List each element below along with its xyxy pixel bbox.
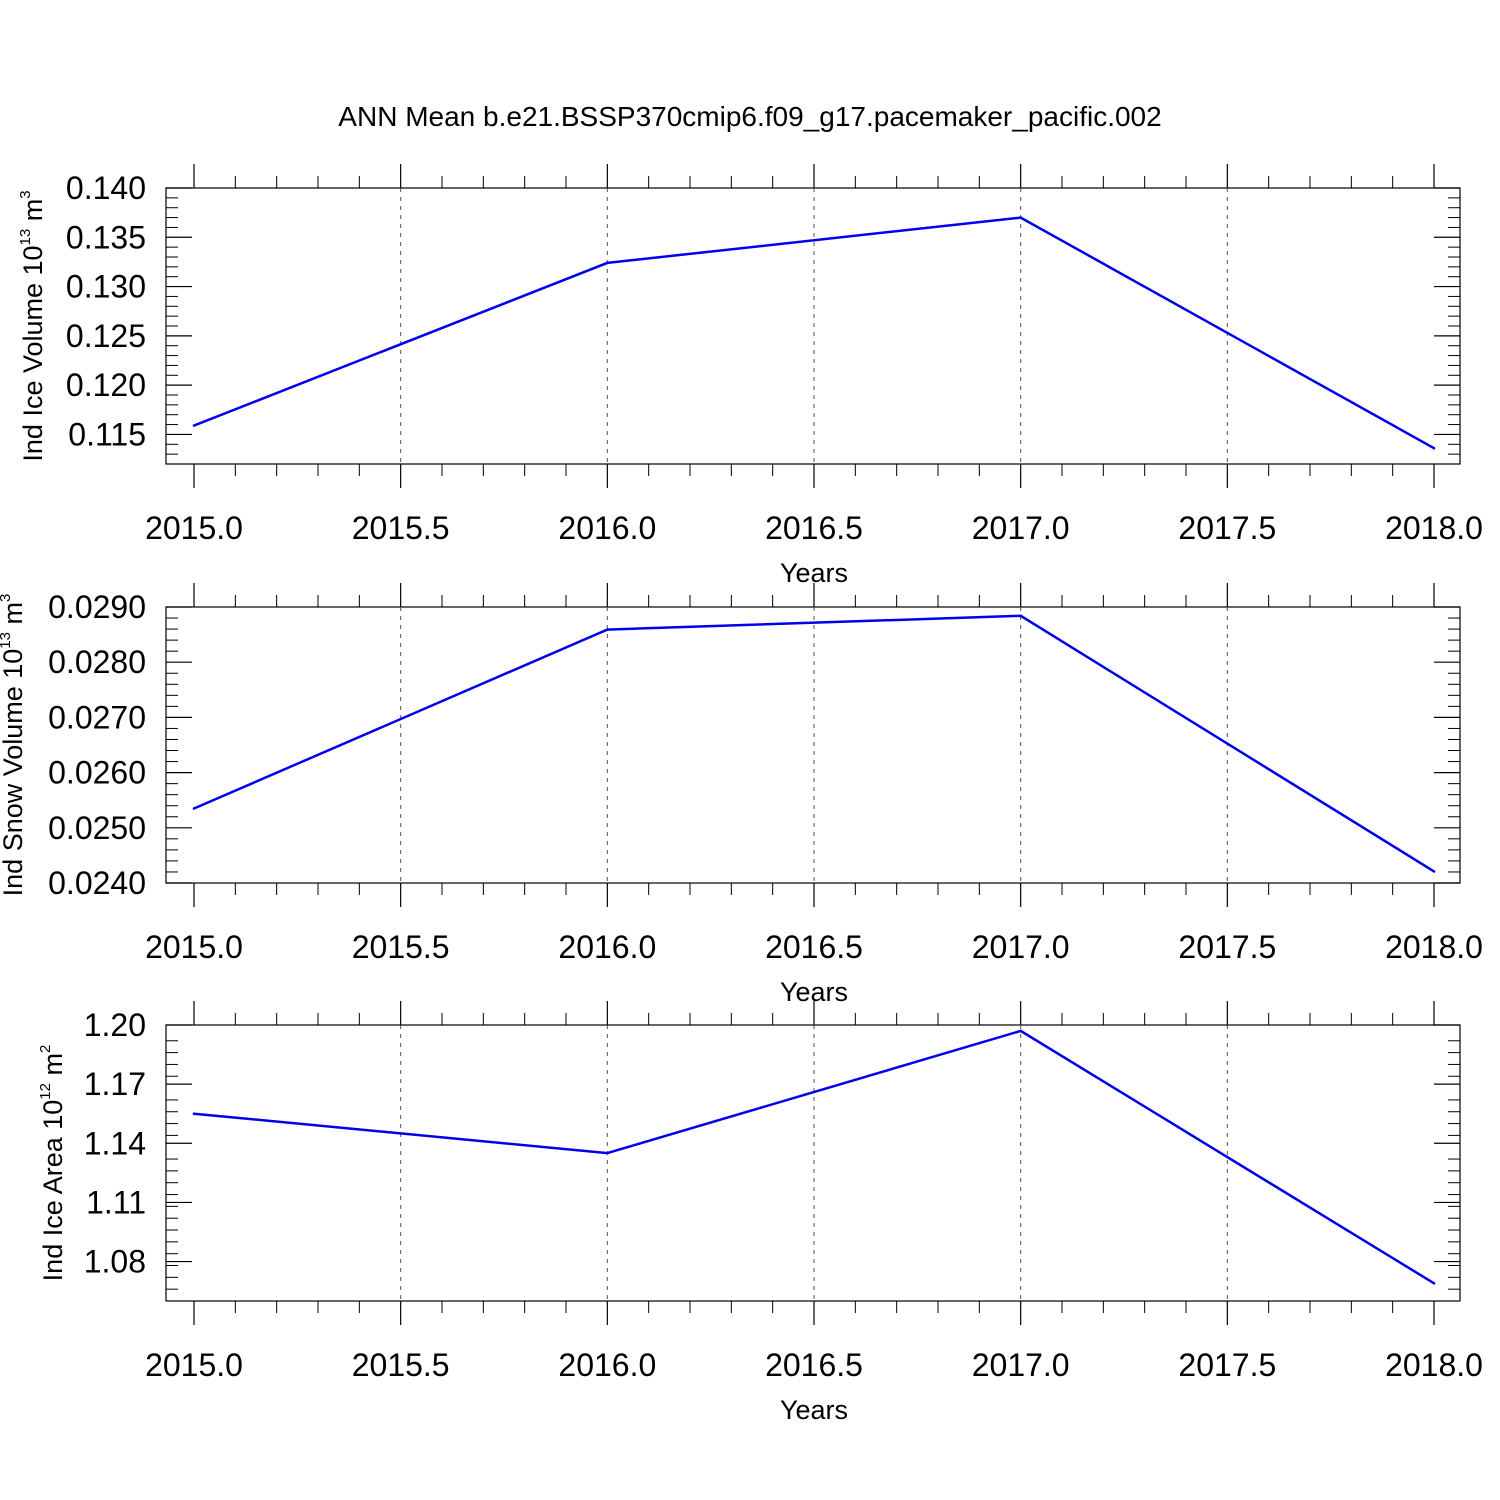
x-tick-label: 2017.0 (972, 1347, 1070, 1383)
y-tick-label: 0.140 (66, 170, 146, 206)
y-tick-label: 0.125 (66, 318, 146, 354)
data-point (192, 424, 196, 427)
y-tick-label: 1.14 (84, 1125, 146, 1161)
y-tick-label: 0.115 (68, 416, 146, 452)
y-tick-label: 0.0290 (48, 589, 146, 625)
y-tick-label: 1.11 (86, 1184, 146, 1220)
y-tick-label: 0.0250 (48, 810, 146, 846)
x-tick-label: 2018.0 (1385, 510, 1483, 546)
y-tick-label: 1.08 (84, 1244, 146, 1280)
plot-frame (165, 1024, 1461, 1302)
x-tick-label: 2017.5 (1178, 929, 1276, 965)
x-tick-label: 2015.5 (352, 1347, 450, 1383)
series-line (193, 614, 1435, 873)
data-point (606, 628, 609, 631)
x-tick-label: 2015.5 (352, 510, 450, 546)
plot-frame (165, 606, 1461, 884)
x-tick-label: 2015.0 (145, 929, 243, 965)
y-axis-label: Ind Ice Area 1012 m2 (37, 1045, 68, 1282)
x-tick-label: 2016.0 (558, 510, 656, 546)
x-tick-label: 2018.0 (1385, 929, 1483, 965)
y-axis-label: Ind Ice Volume 1013 m3 (17, 190, 48, 461)
data-point (1432, 446, 1436, 450)
data-point (1432, 870, 1436, 873)
x-tick-label: 2016.0 (558, 929, 656, 965)
y-tick-label: 1.20 (84, 1007, 146, 1043)
x-tick-label: 2016.0 (558, 1347, 656, 1383)
y-tick-label: 0.0260 (48, 755, 146, 791)
x-tick-label: 2015.5 (352, 929, 450, 965)
y-tick-label: 0.120 (66, 367, 146, 403)
y-axis-label: Ind Snow Volume 1013 m3 (0, 594, 28, 897)
y-tick-label: 1.17 (84, 1066, 146, 1102)
y-tick-label: 0.0240 (48, 865, 146, 901)
x-tick-label: 2016.5 (765, 510, 863, 546)
series-line (193, 1029, 1435, 1285)
data-point (1432, 1281, 1436, 1285)
x-tick-label: 2017.5 (1178, 1347, 1276, 1383)
figure-title: ANN Mean b.e21.BSSP370cmip6.f09_g17.pace… (338, 101, 1161, 132)
y-tick-label: 0.130 (66, 269, 146, 305)
x-tick-label: 2017.5 (1178, 510, 1276, 546)
x-tick-label: 2017.0 (972, 929, 1070, 965)
data-point (606, 261, 609, 265)
x-tick-label: 2015.0 (145, 510, 243, 546)
series-line (193, 216, 1435, 450)
data-point (1019, 216, 1022, 219)
y-tick-label: 0.135 (66, 219, 146, 255)
data-point (192, 807, 196, 810)
chart-panel-2: 2015.0 2015.5 2016.0 2016.5 2017.0 2017.5 2018… (0, 583, 1483, 1007)
x-tick-label: 2017.0 (972, 510, 1070, 546)
data-point (1019, 1029, 1022, 1033)
data-point (606, 1151, 609, 1155)
chart-panel-1: 2015.0 2015.5 2016.0 2016.5 2017.0 2017.5 2018… (17, 164, 1483, 588)
data-point (192, 1112, 196, 1116)
plot-frame (165, 187, 1461, 465)
x-tick-label: 2015.0 (145, 1347, 243, 1383)
chart-panel-3: 2015.0 2015.5 2016.0 2016.5 2017.0 2017.5 2018… (37, 1001, 1483, 1425)
x-axis-label: Years (780, 1395, 848, 1425)
y-tick-label: 0.0280 (48, 644, 146, 680)
y-tick-label: 0.0270 (48, 699, 146, 735)
x-tick-label: 2016.5 (765, 1347, 863, 1383)
data-point (1019, 614, 1022, 618)
panels-group: 2015.0 2015.5 2016.0 2016.5 2017.0 2017.5 2018… (0, 164, 1483, 1425)
x-tick-label: 2016.5 (765, 929, 863, 965)
x-tick-label: 2018.0 (1385, 1347, 1483, 1383)
